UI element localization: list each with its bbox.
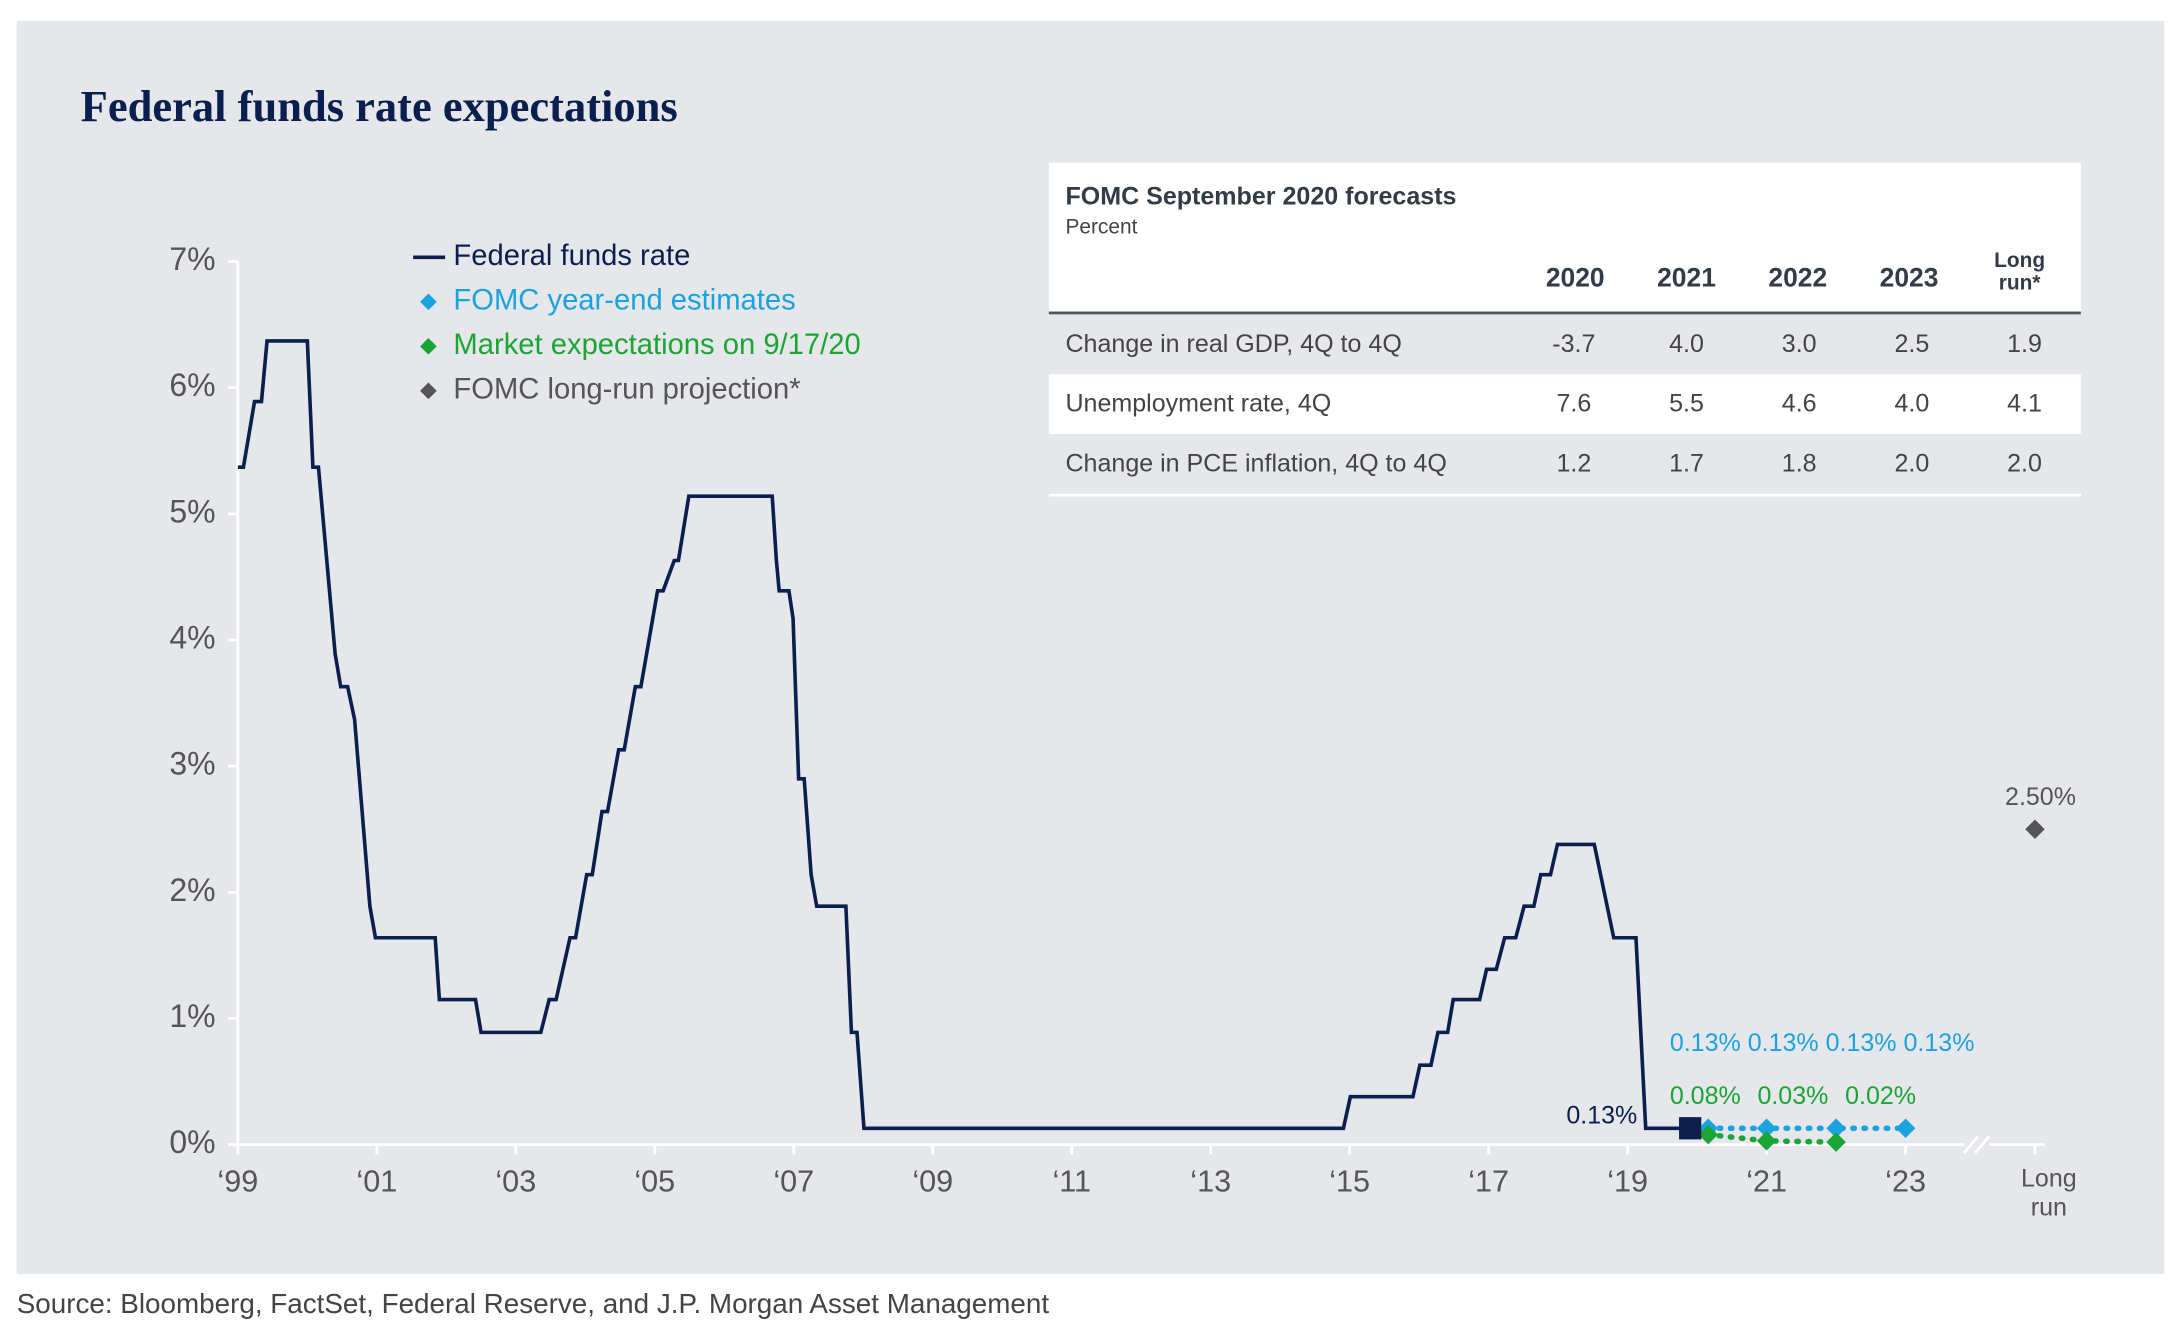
table-row: Change in PCE inflation, 4Q to 4Q 1.2 1.7 1… bbox=[1049, 434, 2081, 495]
table-cell: 2.5 bbox=[1894, 329, 1930, 358]
x-tick-label: ‘01 bbox=[356, 1165, 397, 1199]
table-title: FOMC September 2020 forecasts bbox=[1065, 182, 1457, 211]
legend-swatch bbox=[420, 293, 437, 311]
row-label: Unemployment rate, 4Q bbox=[1065, 389, 1332, 418]
table-row: Unemployment rate, 4Q 7.6 5.5 4.6 4.0 4.1 bbox=[1048, 374, 2081, 434]
y-tick-label: 7% bbox=[169, 241, 215, 277]
axis-break bbox=[1974, 1135, 1991, 1154]
point bbox=[1756, 1131, 1777, 1151]
table-header: FOMC September 2020 forecasts Percent 20… bbox=[1048, 162, 2081, 315]
x-tick-label: ‘05 bbox=[634, 1165, 675, 1199]
chart-title: Federal funds rate expectations bbox=[80, 80, 678, 131]
data-label: 0.13% bbox=[1748, 1029, 1819, 1057]
data-label: 0.13% bbox=[1826, 1029, 1897, 1057]
current-point bbox=[1679, 1117, 1702, 1140]
legend-swatch bbox=[420, 337, 437, 355]
data-label: 0.02% bbox=[1845, 1082, 1916, 1110]
point bbox=[1826, 1132, 1846, 1152]
table-cell: 2.0 bbox=[2007, 449, 2042, 478]
point bbox=[1895, 1118, 1916, 1139]
table-cell: 5.5 bbox=[1669, 389, 1704, 418]
data-label: 2.50% bbox=[2005, 783, 2076, 811]
point bbox=[1698, 1124, 1718, 1145]
x-tick-label: ‘15 bbox=[1329, 1165, 1370, 1199]
x-tick-label: Long run bbox=[2020, 1164, 2077, 1222]
x-tick-label: ‘13 bbox=[1190, 1165, 1231, 1199]
y-tick-label: 1% bbox=[169, 998, 215, 1034]
y-tick-label: 5% bbox=[169, 493, 215, 529]
legend-label: Market expectations on 9/17/20 bbox=[453, 329, 860, 361]
axis-break bbox=[1962, 1135, 1979, 1154]
data-label: 0.13% bbox=[1670, 1029, 1741, 1057]
table-cell: 4.0 bbox=[1669, 329, 1704, 358]
data-label: 0.13% bbox=[1566, 1101, 1637, 1129]
x-tick-label: ‘19 bbox=[1607, 1165, 1648, 1199]
table-row: Change in real GDP, 4Q to 4Q -3.7 4.0 3.0 2.… bbox=[1049, 314, 2081, 374]
table-cell: 1.2 bbox=[1556, 449, 1592, 478]
y-tick-label: 6% bbox=[169, 367, 215, 403]
table-cell: 3.0 bbox=[1781, 329, 1817, 358]
table-cell: 4.0 bbox=[1894, 389, 1930, 418]
column-header: 2021 bbox=[1657, 264, 1716, 294]
legend-label: FOMC long-run projection* bbox=[453, 374, 800, 406]
long-run-point bbox=[2025, 819, 2045, 839]
legend-swatch bbox=[420, 382, 437, 400]
x-tick-label: ‘09 bbox=[912, 1165, 953, 1199]
row-label: Change in real GDP, 4Q to 4Q bbox=[1065, 329, 1402, 358]
column-header: 2023 bbox=[1879, 264, 1939, 294]
y-tick-label: 3% bbox=[169, 746, 215, 782]
data-label: 0.03% bbox=[1757, 1082, 1828, 1110]
x-tick-label: ‘03 bbox=[495, 1165, 536, 1199]
y-tick-label: 2% bbox=[169, 872, 215, 908]
table-cell: 1.7 bbox=[1669, 449, 1704, 478]
x-tick-label: ‘99 bbox=[217, 1165, 258, 1199]
column-header: 2022 bbox=[1768, 264, 1828, 294]
table-cell: 1.8 bbox=[1781, 449, 1817, 478]
forecast-table: FOMC September 2020 forecasts Percent 20… bbox=[1048, 162, 2081, 497]
x-tick-label: ‘07 bbox=[773, 1165, 814, 1199]
table-body: Change in real GDP, 4Q to 4Q -3.7 4.0 3.0 2.… bbox=[1048, 314, 2081, 497]
x-tick-label: ‘23 bbox=[1885, 1165, 1926, 1199]
x-tick-label: ‘21 bbox=[1746, 1165, 1787, 1199]
legend-label: FOMC year-end estimates bbox=[453, 285, 795, 317]
y-tick-label: 0% bbox=[169, 1124, 215, 1160]
column-header: Long run* bbox=[1994, 248, 2046, 295]
source-note: Source: Bloomberg, FactSet, Federal Rese… bbox=[16, 1289, 1050, 1320]
rate-line bbox=[237, 339, 1691, 1131]
table-cell: 4.6 bbox=[1781, 389, 1817, 418]
data-label: 0.08% bbox=[1670, 1082, 1741, 1110]
legend-label: Federal funds rate bbox=[453, 240, 690, 272]
row-label: Change in PCE inflation, 4Q to 4Q bbox=[1065, 449, 1447, 478]
column-header: 2020 bbox=[1545, 264, 1605, 294]
table-cell: 1.9 bbox=[2007, 329, 2042, 358]
table-cell: 2.0 bbox=[1894, 449, 1930, 478]
table-subtitle: Percent bbox=[1065, 215, 1138, 240]
table-cell: 7.6 bbox=[1556, 389, 1592, 418]
table-cell: -3.7 bbox=[1552, 329, 1596, 358]
y-tick-label: 4% bbox=[169, 619, 215, 655]
table-cell: 4.1 bbox=[2007, 389, 2042, 418]
x-tick-label: ‘17 bbox=[1468, 1165, 1509, 1199]
data-label: 0.13% bbox=[1904, 1029, 1975, 1057]
x-tick-label: ‘11 bbox=[1052, 1165, 1091, 1199]
